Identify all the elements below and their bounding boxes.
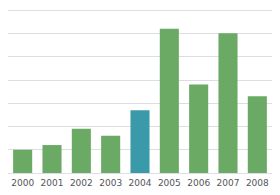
- svg-text:2005: 2005: [158, 178, 181, 188]
- svg-text:2004: 2004: [129, 178, 152, 188]
- svg-text:2000: 2000: [11, 178, 34, 188]
- svg-text:2001: 2001: [41, 178, 64, 188]
- svg-text:2008: 2008: [246, 178, 269, 188]
- svg-text:2006: 2006: [187, 178, 210, 188]
- svg-text:2002: 2002: [70, 178, 93, 188]
- svg-text:2007: 2007: [217, 178, 240, 188]
- svg-text:2003: 2003: [99, 178, 122, 188]
